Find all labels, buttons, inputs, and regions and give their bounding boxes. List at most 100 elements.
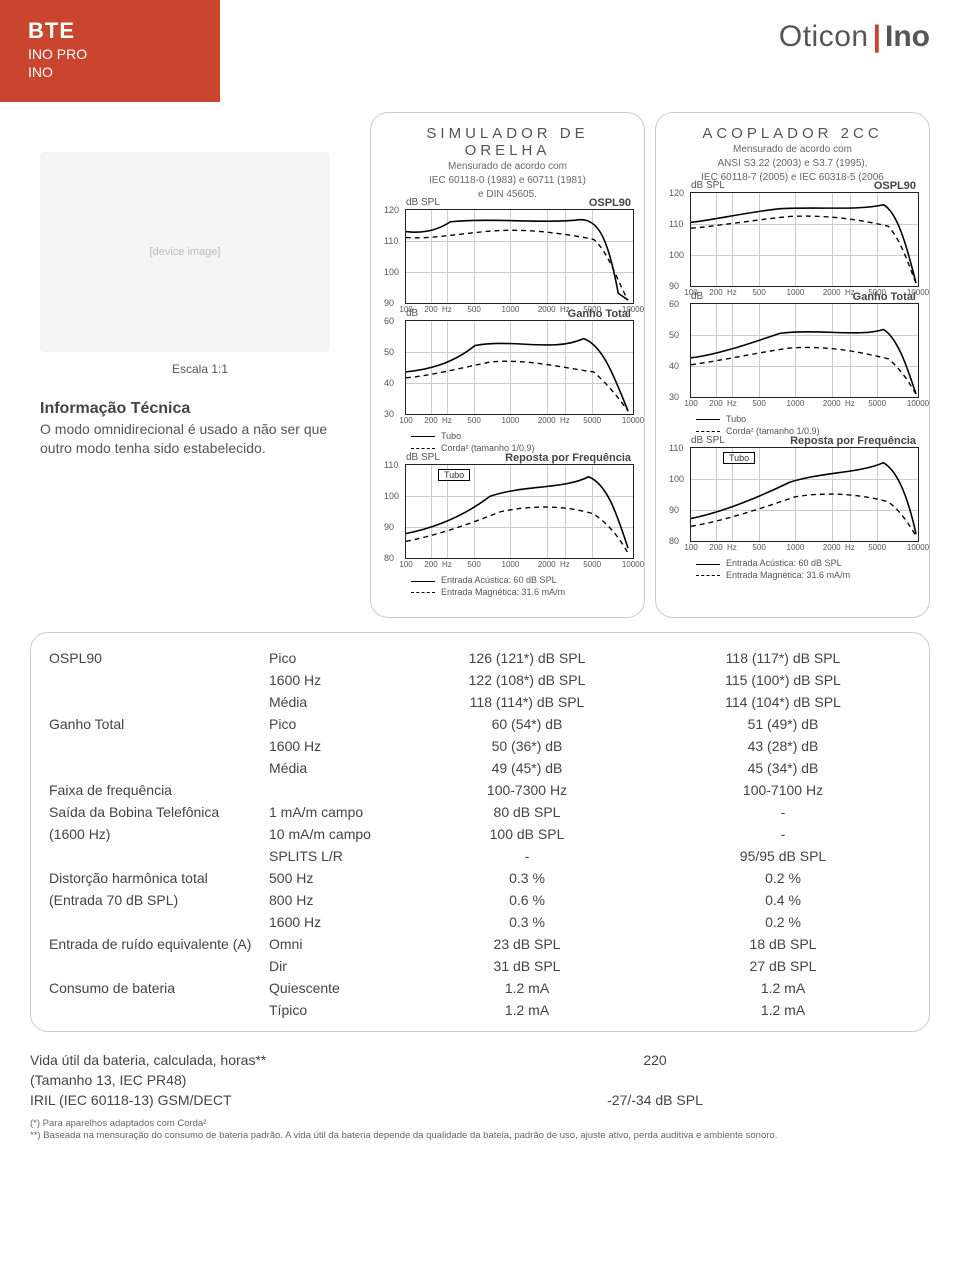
spec-cell — [49, 914, 269, 930]
footer-cell: IRIL (IEC 60118-13) GSM/DECT — [30, 1092, 380, 1108]
graph-legend: Entrada Acústica: 60 dB SPLEntrada Magné… — [696, 558, 919, 581]
spec-cell: Quiescente — [269, 980, 399, 996]
chartB-graphs: dB SPLOSPL9012011010090100200Hz500100020… — [666, 192, 919, 582]
tech-info: Informação Técnica O modo omnidirecional… — [40, 400, 360, 458]
y-tick: 120 — [384, 205, 399, 215]
graph-label: OSPL90 — [589, 197, 631, 209]
spec-cell: Dir — [269, 958, 399, 974]
spec-cell: - — [399, 848, 655, 864]
axis-unit: dB — [691, 291, 703, 302]
spec-cell: 31 dB SPL — [399, 958, 655, 974]
chartA-title: SIMULADOR DE ORELHA — [381, 125, 634, 159]
x-tick: 10000 — [907, 543, 929, 552]
x-tick: 2000 — [823, 543, 841, 552]
y-tick: 110 — [384, 236, 398, 246]
spec-cell: 122 (108*) dB SPL — [399, 672, 655, 688]
chartB-sub1: Mensurado de acordo com — [666, 144, 919, 156]
footer-rows: Vida útil da bateria, calculada, horas**… — [30, 1050, 930, 1110]
spec-cell: 1 mA/m campo — [269, 804, 399, 820]
x-tick: 1000 — [502, 560, 520, 569]
x-tick: Hz — [560, 560, 570, 569]
spec-cell: 51 (49*) dB — [655, 716, 911, 732]
graph: dBGanho Total60504030100200Hz50010002000… — [405, 320, 634, 415]
tech-info-title: Informação Técnica — [40, 400, 360, 418]
y-tick: 30 — [384, 409, 394, 419]
spec-cell: 0.4 % — [655, 892, 911, 908]
spec-cell: Típico — [269, 1002, 399, 1018]
graph-label: Ganho Total — [853, 291, 916, 303]
product-tag: BTE INO PRO INO — [0, 0, 220, 102]
spec-row: SPLITS L/R-95/95 dB SPL — [49, 845, 911, 867]
x-tick: 1000 — [502, 416, 520, 425]
spec-cell — [49, 738, 269, 754]
spec-cell — [49, 760, 269, 776]
spec-row: 1600 Hz122 (108*) dB SPL115 (100*) dB SP… — [49, 669, 911, 691]
graph-label: Ganho Total — [568, 308, 631, 320]
spec-cell: 800 Hz — [269, 892, 399, 908]
legend-item: Entrada Acústica: 60 dB SPL — [696, 558, 919, 570]
y-tick: 90 — [669, 281, 679, 291]
y-tick: 100 — [669, 474, 684, 484]
x-tick: 1000 — [502, 305, 520, 314]
spec-cell: 1.2 mA — [655, 1002, 911, 1018]
chart-column-coupler: ACOPLADOR 2CC Mensurado de acordo com AN… — [655, 112, 930, 618]
graph-legend: TuboCorda² (tamanho 1/0.9) — [411, 431, 634, 454]
footer-row: IRIL (IEC 60118-13) GSM/DECT-27/-34 dB S… — [30, 1090, 930, 1110]
spec-cell: OSPL90 — [49, 650, 269, 666]
axis-unit: dB SPL — [691, 180, 725, 191]
spec-cell — [49, 694, 269, 710]
spec-cell — [49, 958, 269, 974]
footnote-2: **) Baseada na mensuração do consumo de … — [30, 1130, 930, 1142]
legend-item: Entrada Magnética: 31.6 mA/m — [411, 587, 634, 599]
logo-divider: | — [873, 20, 881, 53]
spec-cell — [49, 672, 269, 688]
spec-cell — [49, 848, 269, 864]
y-tick: 80 — [384, 553, 394, 563]
y-tick: 90 — [384, 522, 394, 532]
spec-cell: 118 (117*) dB SPL — [655, 650, 911, 666]
spec-cell: - — [655, 804, 911, 820]
spec-cell: Saída da Bobina Telefônica — [49, 804, 269, 820]
spec-row: Consumo de bateriaQuiescente1.2 mA1.2 mA — [49, 977, 911, 999]
footer-cell: Vida útil da bateria, calculada, horas** — [30, 1052, 380, 1068]
footer-cell: (Tamanho 13, IEC PR48) — [30, 1072, 380, 1088]
spec-row: 1600 Hz50 (36*) dB43 (28*) dB — [49, 735, 911, 757]
x-tick: 2000 — [538, 560, 556, 569]
graph: dB SPLOSPL9012011010090100200Hz500100020… — [690, 192, 919, 287]
y-tick: 60 — [384, 316, 394, 326]
spec-cell: 115 (100*) dB SPL — [655, 672, 911, 688]
footer-cell: -27/-34 dB SPL — [380, 1092, 930, 1108]
spec-cell: 126 (121*) dB SPL — [399, 650, 655, 666]
x-tick: Hz — [845, 399, 855, 408]
spec-cell — [269, 782, 399, 798]
footer-cell — [380, 1072, 930, 1088]
spec-cell: 1.2 mA — [655, 980, 911, 996]
x-tick: 200 — [424, 560, 437, 569]
spec-cell: 0.2 % — [655, 870, 911, 886]
spec-cell: 500 Hz — [269, 870, 399, 886]
legend-item: Entrada Acústica: 60 dB SPL — [411, 575, 634, 587]
x-tick: 10000 — [622, 416, 644, 425]
graph: dB SPLReposta por Frequência110100908010… — [405, 464, 634, 559]
spec-cell: 1.2 mA — [399, 980, 655, 996]
x-tick: 100 — [684, 399, 697, 408]
model-line-2: INO — [28, 64, 192, 80]
footnote-1: (*) Para aparelhos adaptados com Corda² — [30, 1118, 930, 1130]
x-tick: 1000 — [787, 543, 805, 552]
model-line-1: INO PRO — [28, 46, 192, 62]
chartA-graphs: dB SPLOSPL9012011010090100200Hz500100020… — [381, 209, 634, 599]
y-tick: 100 — [669, 250, 684, 260]
spec-row: Faixa de frequência100-7300 Hz100-7100 H… — [49, 779, 911, 801]
spec-cell: 0.3 % — [399, 914, 655, 930]
spec-cell: Entrada de ruído equivalente (A) — [49, 936, 269, 952]
y-tick: 120 — [669, 188, 684, 198]
graph: dBGanho Total60504030100200Hz50010002000… — [690, 303, 919, 398]
spec-row: Típico1.2 mA1.2 mA — [49, 999, 911, 1021]
spec-cell: 18 dB SPL — [655, 936, 911, 952]
footer-row: (Tamanho 13, IEC PR48) — [30, 1070, 930, 1090]
x-tick: 200 — [709, 543, 722, 552]
x-tick: 5000 — [583, 560, 601, 569]
bte-label: BTE — [28, 18, 192, 44]
x-tick: Hz — [727, 399, 737, 408]
x-tick: Hz — [727, 288, 737, 297]
